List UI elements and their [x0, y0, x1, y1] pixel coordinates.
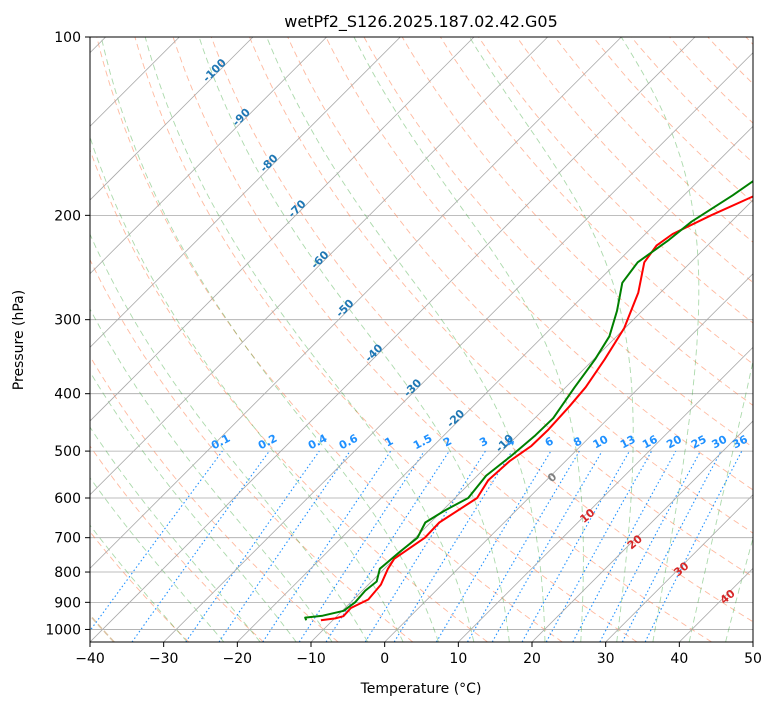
mixing-ratio-line — [545, 450, 653, 642]
y-tick-label: 600 — [54, 491, 81, 507]
mixing-ratio-label: 30 — [710, 433, 730, 452]
isotherm-line — [237, 125, 753, 642]
mixing-ratio-line — [521, 450, 630, 642]
mixing-ratio-label: 16 — [640, 433, 660, 452]
y-tick-label: 900 — [54, 595, 81, 611]
isotherm-line — [90, 37, 401, 348]
dry-adiabat-line — [249, 37, 753, 578]
dry-adiabat-line — [90, 445, 264, 642]
isotherm-line — [90, 37, 254, 201]
isotherm-line — [90, 37, 548, 496]
x-axis-label: Temperature (°C) — [360, 681, 482, 697]
moist-adiabat-line — [100, 37, 439, 642]
chart-title: wetPf2_S126.2025.187.02.42.G05 — [284, 12, 558, 32]
x-tick-label: 10 — [449, 651, 467, 667]
dry-adiabat-line — [90, 258, 414, 642]
mixing-ratio-line — [393, 450, 513, 642]
y-axis: 100 200 300 400 500 600 700 800 900 1000 — [45, 30, 90, 638]
moist-adiabat-line — [90, 426, 261, 642]
x-tick-label: 20 — [523, 651, 541, 667]
moist-adiabat-line — [688, 359, 753, 642]
dry-adiabat-line — [325, 37, 753, 491]
isotherm-line — [90, 37, 622, 569]
isotherm-line — [531, 420, 753, 642]
plot-area: 0.1 0.2 0.4 0.6 1 1.5 2 3 4 6 8 10 13 16 20 25 30 36-100-… — [90, 37, 753, 642]
y-axis-label: Pressure (hPa) — [11, 290, 27, 390]
mixing-ratio-line — [90, 450, 223, 632]
isotherm-line — [90, 37, 475, 422]
x-tick-label: −30 — [149, 651, 179, 667]
x-axis: −40 −30 −20 −10 0 10 20 30 40 50 — [75, 642, 762, 667]
isotherms — [90, 37, 753, 642]
moist-adiabat-line — [198, 37, 510, 642]
moist-adiabat-line — [90, 524, 188, 642]
y-tick-label: 700 — [54, 531, 81, 547]
dry-adiabat-line — [516, 37, 753, 283]
y-tick-label: 800 — [54, 565, 81, 581]
x-tick-label: 50 — [744, 651, 762, 667]
moist-adiabat-line — [620, 37, 700, 642]
moist-adiabat-line — [90, 135, 404, 642]
x-tick-label: 0 — [380, 651, 389, 667]
series-lines — [304, 179, 753, 622]
dry-adiabat-line — [96, 37, 563, 642]
mixing-ratio-label: 10 — [591, 433, 611, 452]
moist-adiabat-line — [353, 37, 584, 642]
y-tick-label: 400 — [54, 387, 81, 403]
moist-adiabat-line — [90, 477, 225, 642]
moist-adiabat-line — [266, 37, 546, 642]
x-tick-label: 40 — [670, 651, 688, 667]
dry-adiabats — [90, 37, 753, 642]
isotherm-line — [90, 37, 327, 275]
moist-adiabat-line — [144, 37, 475, 642]
mixing-ratio-line — [644, 450, 743, 642]
x-tick-label: −20 — [223, 651, 253, 667]
isotherm-line — [458, 346, 753, 642]
y-tick-label: 500 — [54, 444, 81, 460]
mixing-ratio-label: 25 — [689, 433, 709, 452]
plot-frame — [89, 36, 754, 643]
mixing-ratio-label: 36 — [730, 433, 750, 452]
dry-adiabat-line — [172, 37, 712, 642]
mixing-ratio-line — [572, 450, 677, 642]
dry-adiabat-line — [134, 37, 638, 642]
dewpoint-series-line — [304, 179, 753, 621]
mixing-ratio-line — [218, 450, 351, 642]
mixing-ratio-label: 13 — [618, 433, 638, 452]
y-tick-label: 1000 — [45, 622, 81, 638]
mixing-ratio-line — [325, 450, 450, 642]
dry-adiabat-line — [287, 37, 753, 534]
x-tick-label: −10 — [296, 651, 326, 667]
moist-adiabat-line — [90, 308, 333, 642]
mixing-ratio-line — [185, 450, 320, 642]
mixing-ratio-lines — [90, 450, 743, 642]
x-tick-label: −40 — [75, 651, 105, 667]
moist-adiabat-line — [725, 536, 753, 642]
dry-adiabat-line — [210, 37, 753, 623]
moist-adiabat-line — [90, 233, 369, 642]
temperature-series-line — [320, 195, 753, 622]
moist-adiabat-line — [90, 370, 297, 642]
isotherm-line — [384, 273, 753, 642]
mixing-ratio-line — [131, 450, 270, 642]
dry-adiabat-line — [90, 355, 339, 642]
isotherm-line — [163, 52, 753, 642]
mixing-ratio-label: 20 — [664, 433, 684, 452]
y-tick-label: 200 — [54, 208, 81, 224]
isotherm-line — [605, 494, 753, 642]
isotherm-line — [90, 37, 696, 642]
y-tick-label: 100 — [54, 30, 81, 46]
mixing-ratio-line — [298, 450, 425, 642]
y-tick-label: 300 — [54, 313, 81, 329]
mixing-ratio-line — [262, 450, 392, 642]
x-tick-label: 30 — [597, 651, 615, 667]
pressure-gridlines — [90, 37, 753, 630]
